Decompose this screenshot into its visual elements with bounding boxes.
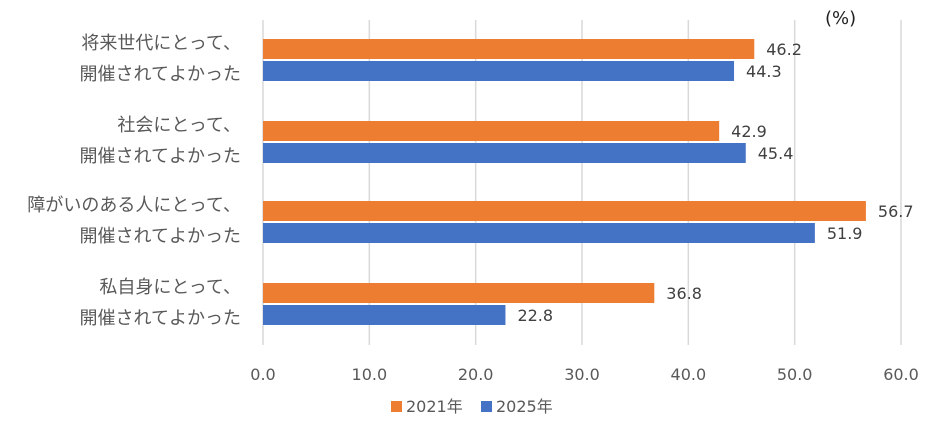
- legend-label: 2021年: [406, 397, 463, 416]
- legend-swatch: [391, 401, 402, 412]
- data-label: 46.2: [766, 40, 802, 59]
- category-label: 開催されてよかった: [80, 226, 241, 247]
- category-label: 開催されてよかった: [80, 64, 241, 85]
- category-label: 将来世代にとって、: [81, 33, 241, 54]
- data-label: 56.7: [878, 202, 914, 221]
- x-tick-label: 0.0: [250, 365, 275, 384]
- category-label: 開催されてよかった: [80, 308, 241, 329]
- bar: [263, 283, 655, 303]
- data-label: 42.9: [731, 122, 767, 141]
- data-label: 51.9: [827, 224, 863, 243]
- bar: [263, 121, 720, 141]
- x-tick-label: 10.0: [352, 365, 388, 384]
- bar: [263, 201, 866, 221]
- x-tick-label: 40.0: [671, 365, 707, 384]
- category-label: 障がいのある人にとって、: [27, 195, 241, 216]
- bar: [263, 305, 506, 325]
- category-label: 開催されてよかった: [80, 146, 241, 167]
- legend-swatch: [481, 401, 492, 412]
- bar: [263, 39, 755, 59]
- data-label: 36.8: [666, 284, 702, 303]
- x-tick-label: 60.0: [883, 365, 919, 384]
- category-label: 社会にとって、: [117, 115, 241, 136]
- x-tick-label: 20.0: [458, 365, 494, 384]
- bar: [263, 61, 735, 81]
- legend-label: 2025年: [496, 397, 553, 416]
- x-tick-label: 50.0: [777, 365, 813, 384]
- x-tick-label: 30.0: [564, 365, 600, 384]
- bar: [263, 143, 746, 163]
- unit-label: (%): [825, 8, 857, 29]
- data-label: 44.3: [746, 62, 782, 81]
- data-label: 45.4: [758, 144, 794, 163]
- category-label: 私自身にとって、: [99, 277, 241, 298]
- data-label: 22.8: [517, 306, 553, 325]
- bar: [263, 223, 815, 243]
